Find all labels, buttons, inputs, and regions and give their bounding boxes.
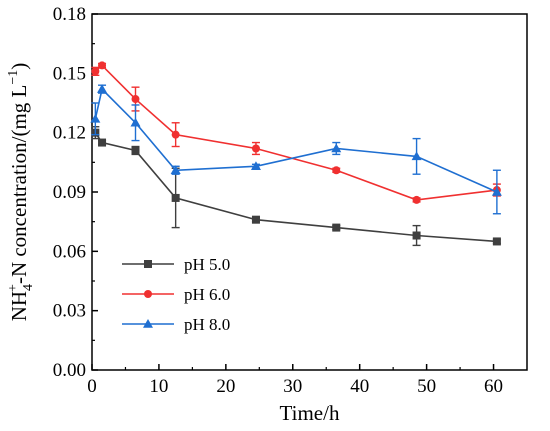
series-line — [94, 64, 497, 201]
legend-label: pH 6.0 — [184, 285, 230, 304]
y-axis-title: NH4+-N concentration/(mg L−1) — [6, 63, 36, 322]
data-point — [97, 84, 108, 93]
x-axis-ticks: 0 10 20 30 40 50 60 — [87, 364, 503, 397]
series-3 — [90, 84, 502, 215]
y-title-close: ) — [7, 63, 31, 70]
y-tick-label: 0.00 — [53, 360, 86, 381]
x-tick-label: 20 — [216, 376, 235, 397]
data-point — [98, 61, 107, 70]
x-tick-label: 40 — [350, 376, 369, 397]
plot-frame — [91, 13, 528, 371]
y-title-unit-superscript: −1 — [6, 70, 21, 85]
series-2 — [91, 61, 501, 204]
data-point — [412, 195, 421, 204]
y-tick-label: 0.03 — [53, 301, 86, 322]
data-point — [492, 237, 501, 246]
data-point — [130, 117, 141, 127]
y-title-prefix: NH — [7, 291, 31, 321]
legend: pH 5.0 pH 6.0 pH 8.0 — [122, 255, 230, 334]
data-point — [332, 166, 341, 175]
y-tick-label: 0.15 — [53, 63, 86, 84]
data-point — [331, 143, 342, 153]
x-tick-label: 50 — [417, 376, 436, 397]
y-title-suffix: -N concentration/(mg L — [7, 85, 31, 284]
y-title-subscript: 4 — [21, 284, 36, 291]
data-point — [131, 146, 140, 155]
y-tick-label: 0.06 — [53, 241, 86, 262]
x-axis-title: Time/h — [280, 401, 340, 425]
legend-marker — [143, 319, 153, 328]
data-point — [131, 95, 140, 104]
y-tick-label: 0.18 — [53, 4, 86, 25]
data-point — [171, 193, 180, 202]
data-point — [332, 223, 341, 232]
legend-marker — [144, 260, 152, 268]
y-axis-ticks: 0.00 0.03 0.06 0.09 0.12 0.15 0.18 — [53, 4, 98, 381]
data-point — [171, 130, 180, 139]
x-tick-label: 30 — [283, 376, 302, 397]
x-tick-label: 0 — [87, 376, 97, 397]
legend-item: pH 5.0 — [122, 255, 230, 274]
data-point — [98, 138, 107, 147]
series-line — [94, 132, 497, 243]
legend-label: pH 8.0 — [184, 315, 230, 334]
data-point — [90, 113, 101, 123]
y-tick-label: 0.09 — [53, 182, 86, 203]
series-1 — [91, 126, 501, 247]
data-point — [411, 151, 422, 161]
legend-label: pH 5.0 — [184, 255, 230, 274]
x-tick-label: 10 — [149, 376, 168, 397]
data-point — [412, 231, 421, 240]
data-point — [251, 215, 260, 224]
legend-marker — [144, 290, 152, 298]
series-layer — [90, 61, 502, 247]
data-point — [491, 187, 502, 196]
data-point — [251, 144, 260, 153]
data-point — [170, 165, 181, 174]
series-line — [94, 87, 498, 193]
legend-item: pH 6.0 — [122, 285, 230, 304]
data-point — [91, 67, 100, 76]
data-point — [250, 161, 261, 171]
y-tick-label: 0.12 — [53, 123, 86, 144]
legend-item: pH 8.0 — [122, 315, 230, 334]
y-title-superscript: + — [6, 284, 21, 292]
x-tick-label: 60 — [484, 376, 503, 397]
